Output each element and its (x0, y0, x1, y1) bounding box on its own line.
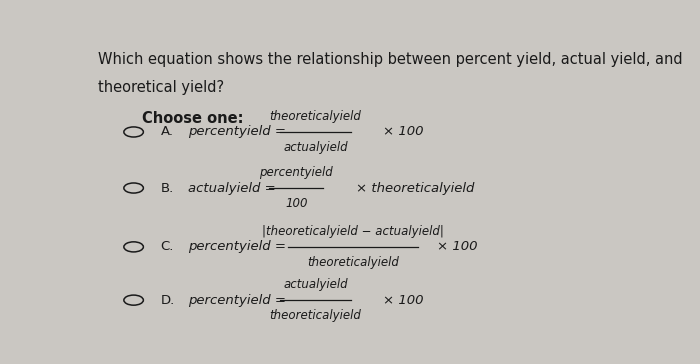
Text: × theoreticalyield: × theoreticalyield (356, 182, 475, 194)
Text: × 100: × 100 (383, 294, 424, 306)
Text: |theoreticalyield − actualyield|: |theoreticalyield − actualyield| (262, 225, 444, 238)
Text: actualyield: actualyield (283, 278, 348, 291)
Text: percentyield =: percentyield = (188, 126, 286, 138)
Text: 100: 100 (285, 197, 307, 210)
Text: actualyield: actualyield (283, 141, 348, 154)
Text: D.: D. (161, 294, 175, 306)
Text: percentyield: percentyield (260, 166, 333, 179)
Text: theoreticalyield: theoreticalyield (307, 256, 399, 269)
Text: A.: A. (161, 126, 174, 138)
Text: C.: C. (161, 240, 174, 253)
Text: theoreticalyield: theoreticalyield (270, 309, 361, 322)
Text: Which equation shows the relationship between percent yield, actual yield, and: Which equation shows the relationship be… (98, 52, 683, 67)
Text: × 100: × 100 (438, 240, 478, 253)
Text: actualyield =: actualyield = (188, 182, 276, 194)
Text: percentyield =: percentyield = (188, 294, 286, 306)
Text: B.: B. (161, 182, 174, 194)
Text: theoreticalyield: theoreticalyield (270, 110, 361, 123)
Text: theoretical yield?: theoretical yield? (98, 80, 225, 95)
Text: Choose one:: Choose one: (141, 111, 244, 126)
Text: percentyield =: percentyield = (188, 240, 286, 253)
Text: × 100: × 100 (383, 126, 424, 138)
